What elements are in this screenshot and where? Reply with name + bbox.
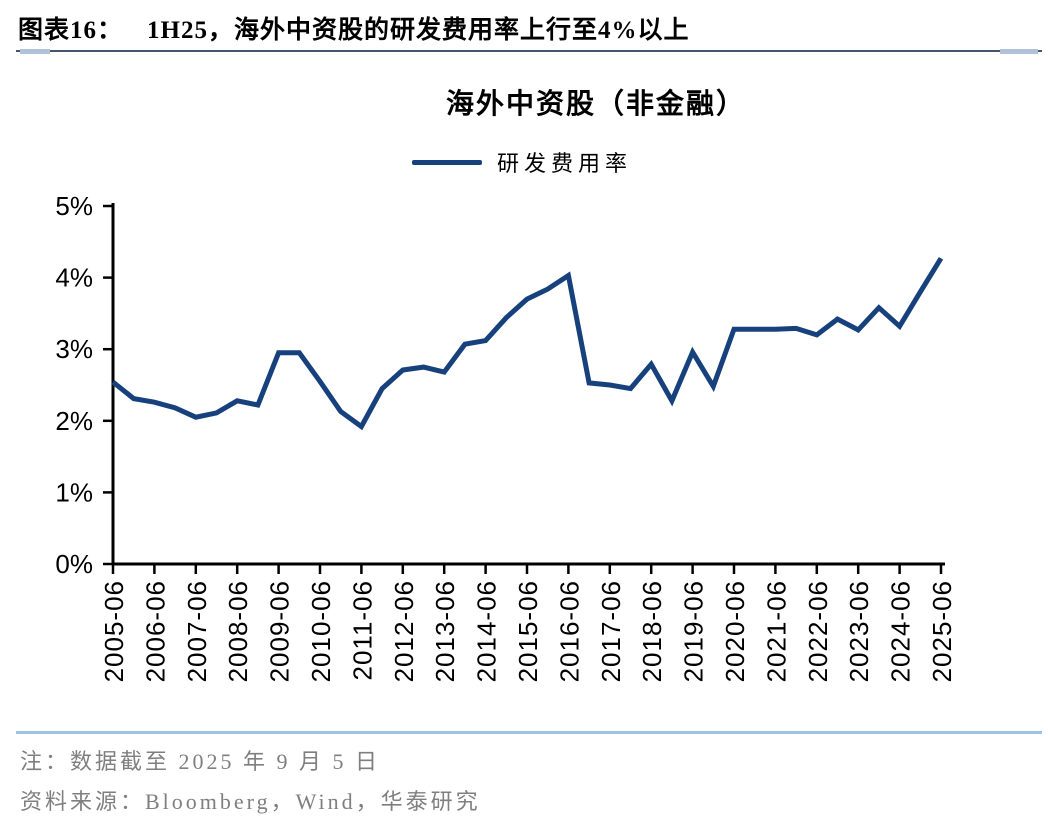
svg-text:2014-06: 2014-06	[472, 580, 502, 682]
svg-text:2012-06: 2012-06	[389, 580, 419, 682]
figure-caption-label: 图表16：	[18, 17, 124, 44]
footer-divider	[16, 731, 1042, 734]
svg-text:3%: 3%	[55, 334, 93, 364]
svg-text:2018-06: 2018-06	[637, 580, 667, 682]
header-divider-line	[16, 50, 1042, 52]
svg-text:2025-06: 2025-06	[927, 580, 957, 682]
header-divider	[16, 49, 1042, 54]
svg-text:2020-06: 2020-06	[720, 580, 750, 682]
chart-legend: 研发费用率	[0, 146, 1046, 178]
header-divider-right-cap	[1000, 49, 1038, 54]
svg-text:0%: 0%	[55, 549, 93, 579]
svg-text:2024-06: 2024-06	[886, 580, 916, 682]
footer-note: 注：数据截至 2025 年 9 月 5 日	[20, 749, 381, 774]
svg-text:2016-06: 2016-06	[554, 580, 584, 682]
legend-label: 研发费用率	[496, 151, 632, 176]
svg-text:2009-06: 2009-06	[265, 580, 295, 682]
svg-text:2006-06: 2006-06	[140, 580, 170, 682]
svg-text:2005-06: 2005-06	[99, 580, 129, 682]
svg-text:2017-06: 2017-06	[596, 580, 626, 682]
svg-text:2008-06: 2008-06	[223, 580, 253, 682]
svg-text:2023-06: 2023-06	[844, 580, 874, 682]
legend-line-swatch	[411, 159, 482, 165]
svg-text:2%: 2%	[55, 406, 93, 436]
svg-text:5%: 5%	[55, 191, 93, 221]
svg-text:2019-06: 2019-06	[679, 580, 709, 682]
svg-text:2015-06: 2015-06	[513, 580, 543, 682]
footer-source: 资料来源：Bloomberg，Wind，华泰研究	[20, 789, 481, 814]
svg-text:2022-06: 2022-06	[803, 580, 833, 682]
svg-text:2021-06: 2021-06	[761, 580, 791, 682]
figure-caption-text: 1H25，海外中资股的研发费用率上行至4%以上	[147, 17, 690, 44]
chart-title: 海外中资股（非金融）	[445, 89, 746, 120]
svg-text:4%: 4%	[55, 263, 93, 293]
header-divider-left-cap	[20, 49, 50, 54]
svg-text:1%: 1%	[55, 477, 93, 507]
svg-text:2011-06: 2011-06	[347, 580, 377, 681]
figure-caption: 图表16： 1H25，海外中资股的研发费用率上行至4%以上	[18, 10, 689, 46]
svg-text:2013-06: 2013-06	[430, 580, 460, 682]
svg-text:2007-06: 2007-06	[182, 580, 212, 682]
svg-text:2010-06: 2010-06	[306, 580, 336, 682]
